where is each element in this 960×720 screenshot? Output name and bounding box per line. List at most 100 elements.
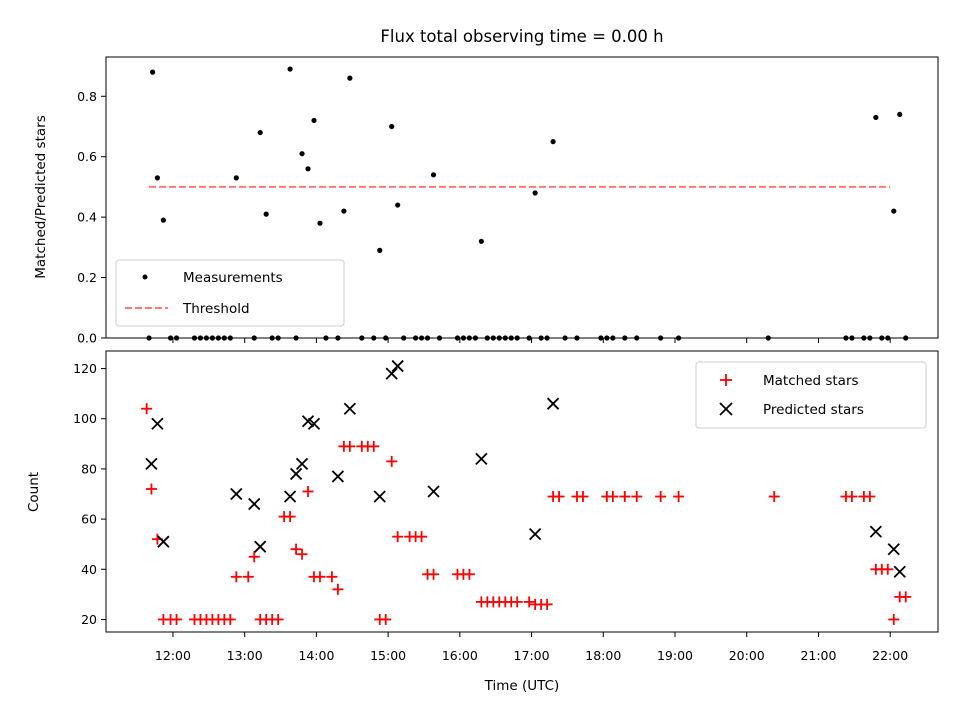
measurement-point [154,175,161,181]
measurement-point [347,75,353,81]
measurement-point [287,66,293,72]
bottom-legend-box [695,361,927,429]
predicted-star-point [391,359,404,373]
matched-star-point [882,563,894,575]
predicted-star-point [307,417,321,430]
matched-star-point [846,491,858,503]
top-y-tick-label: 0.4 [77,210,97,225]
measurement-point [257,129,263,136]
matched-star-point [523,596,535,608]
matched-star-point [332,583,344,595]
predicted-star-point [427,485,440,498]
matched-star-point [386,455,398,467]
matched-star-point [607,491,619,503]
matched-star-point [248,551,260,563]
bottom-y-ticks: 20 40 60 80 100 120 [73,361,106,627]
measurement-point [299,151,305,157]
predicted-star-point [529,528,542,541]
top-y-tick-label: 0.6 [77,149,97,164]
matched-star-point [392,531,404,543]
matched-star-point [296,548,308,560]
top-y-tick-label: 0.0 [77,331,97,346]
matched-star-point [141,403,153,415]
predicted-star-point [331,470,345,483]
predicted-star-point [289,467,303,481]
measurement-point [311,117,317,124]
predicted-points [145,359,906,578]
matched-star-point [344,440,356,452]
top-panel: Flux total observing time = 0.00 h Match… [33,27,939,346]
chart-title: Flux total observing time = 0.00 h [380,27,663,46]
matched-star-point [900,591,912,603]
matched-star-point [302,486,314,497]
matched-star-point [272,613,284,625]
bottom-y-tick-label: 20 [81,612,97,627]
legend-measurements-label: Measurements [183,270,283,286]
top-y-axis-label: Matched/Predicted stars [33,115,49,278]
matched-star-point [368,440,380,452]
predicted-star-point [145,457,158,471]
matched-star-point [416,531,428,543]
legend-threshold-label: Threshold [182,301,250,317]
measurement-point [263,211,269,217]
matched-star-point [864,491,876,503]
bottom-x-tick-label: 14:00 [298,648,334,663]
matched-star-point [230,571,242,583]
matched-star-point [631,491,643,503]
legend-predicted-label: Predicted stars [763,402,864,418]
top-y-tick-label: 0.2 [77,270,97,285]
measurement-point [532,190,538,196]
bottom-panel: Count Time (UTC) 20 40 60 80 100 120 12:00 13:… [26,350,939,694]
predicted-star-point [295,457,309,471]
measurement-point [897,111,903,118]
legend-predicted-marker [719,402,733,416]
bottom-x-tick-label: 21:00 [800,648,836,663]
predicted-star-point [546,397,560,410]
matched-star-point [619,491,631,503]
matched-star-point [242,571,254,583]
predicted-star-point [475,452,488,466]
bottom-x-tick-label: 12:00 [155,648,191,663]
matched-star-point [888,613,900,625]
measurement-point [377,247,383,253]
matched-points [141,403,912,625]
top-legend: Measurements Threshold [115,259,345,327]
matched-star-point [768,491,780,503]
measurement-point [150,69,156,75]
measurement-point [891,208,897,214]
top-y-ticks: 0.0 0.2 0.4 0.6 0.8 [77,89,106,346]
measurement-point [341,208,347,214]
measurement-point [478,238,484,244]
legend-measurements-marker [142,274,148,280]
bottom-x-ticks: 12:00 13:00 14:00 15:00 16:00 17:00 18:00 19:00… [155,632,908,663]
predicted-star-point [157,535,170,548]
bottom-axes-frame [105,350,939,633]
x-axis-label: Time (UTC) [484,678,560,694]
matched-star-point [290,543,302,555]
measurement-point [389,123,395,130]
measurement-points [146,66,909,341]
matched-star-point [577,491,589,503]
predicted-star-point [869,525,882,538]
predicted-star-point [373,490,386,503]
bottom-x-tick-label: 15:00 [370,648,406,663]
top-legend-box [115,259,345,327]
predicted-star-point [151,417,164,430]
legend-matched-marker [720,374,732,386]
predicted-star-point [893,565,906,578]
matched-star-point [511,596,523,608]
predicted-star-point [254,540,267,553]
matched-star-point [145,483,157,495]
predicted-star-point [343,402,356,415]
matched-star-point [224,613,236,625]
measurement-point [160,217,166,223]
measurement-point [430,172,437,178]
predicted-star-point [230,487,243,501]
matched-star-point [553,491,565,503]
measurement-point [317,220,323,226]
bottom-x-tick-label: 13:00 [227,648,263,663]
bottom-x-tick-label: 16:00 [442,648,478,663]
bottom-y-tick-label: 80 [81,461,97,476]
measurement-point [550,139,556,145]
